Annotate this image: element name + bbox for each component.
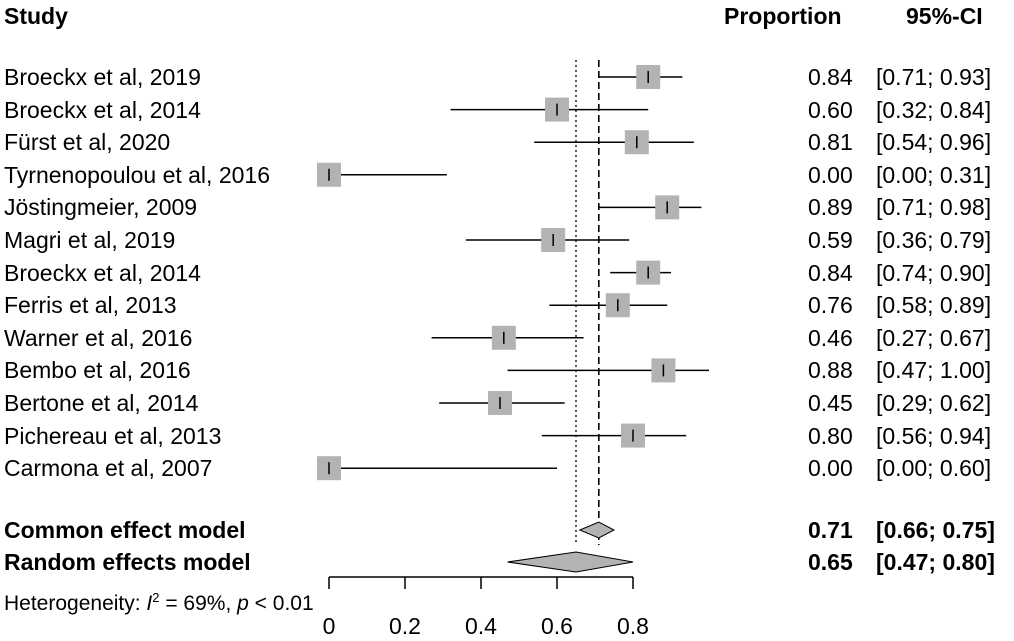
study-label: Warner et al, 2016 — [4, 324, 193, 351]
random-effects-diamond — [507, 551, 634, 573]
study-proportion: 0.76 — [808, 292, 853, 319]
study-ci: [0.47; 1.00] — [876, 357, 992, 384]
study-proportion: 0.89 — [808, 194, 853, 221]
study-ci: [0.00; 0.60] — [876, 455, 992, 482]
study-proportion: 0.80 — [808, 422, 853, 449]
study-label: Bertone et al, 2014 — [4, 390, 199, 416]
study-label: Bembo et al, 2016 — [4, 357, 191, 384]
study-ci: [0.29; 0.62] — [876, 390, 992, 416]
study-proportion: 0.00 — [808, 455, 853, 482]
study-ci: [0.56; 0.94] — [876, 422, 992, 449]
x-axis-tick-label: 0 — [322, 613, 336, 639]
study-label: Broeckx et al, 2014 — [4, 96, 201, 123]
header-ci: 95%-CI — [906, 3, 983, 29]
study-proportion: 0.81 — [808, 129, 853, 156]
header-study: Study — [4, 3, 68, 29]
heterogeneity-p-value: < 0.01 — [248, 592, 314, 615]
x-axis-tick-label: 0.6 — [541, 613, 573, 639]
study-proportion: 0.60 — [808, 96, 853, 123]
study-proportion: 0.45 — [808, 390, 853, 416]
x-axis-tick-label: 0.4 — [465, 613, 497, 639]
study-ci: [0.32; 0.84] — [876, 96, 992, 123]
study-ci: [0.27; 0.67] — [876, 324, 992, 351]
study-ci: [0.00; 0.31] — [876, 161, 992, 188]
study-label: Pichereau et al, 2013 — [4, 422, 222, 449]
study-proportion: 0.46 — [808, 324, 853, 351]
header-proportion: Proportion — [724, 3, 842, 29]
study-label: Fürst et al, 2020 — [4, 129, 171, 156]
x-axis-tick-label: 0.8 — [617, 613, 649, 639]
study-proportion: 0.00 — [808, 161, 853, 188]
study-label: Carmona et al, 2007 — [4, 455, 213, 482]
study-ci: [0.58; 0.89] — [876, 292, 992, 319]
study-label: Broeckx et al, 2019 — [4, 64, 201, 90]
heterogeneity-i-symbol: I — [146, 592, 153, 615]
common-effect-diamond — [578, 521, 616, 539]
study-label: Tyrnenopoulou et al, 2016 — [4, 161, 270, 188]
study-proportion: 0.84 — [808, 64, 853, 90]
summary-proportion: 0.71 — [808, 517, 853, 543]
summary-ci: [0.47; 0.80] — [876, 549, 995, 575]
study-ci: [0.71; 0.93] — [876, 64, 992, 90]
heterogeneity-prefix: Heterogeneity: — [4, 592, 147, 615]
summary-label: Common effect model — [4, 517, 246, 543]
summary-proportion: 0.65 — [808, 549, 853, 575]
study-label: Ferris et al, 2013 — [4, 292, 177, 319]
summary-ci: [0.66; 0.75] — [876, 517, 995, 543]
study-ci: [0.74; 0.90] — [876, 259, 992, 286]
heterogeneity-sup: 2 — [152, 590, 160, 605]
study-proportion: 0.84 — [808, 259, 853, 286]
study-label: Broeckx et al, 2014 — [4, 259, 201, 286]
study-label: Jöstingmeier, 2009 — [4, 194, 198, 221]
heterogeneity-text: Heterogeneity: I2 = 69%, p < 0.01 — [4, 586, 314, 616]
summary-label: Random effects model — [4, 549, 251, 575]
heterogeneity-i-value: = 69%, — [159, 592, 238, 615]
study-ci: [0.54; 0.96] — [876, 129, 992, 156]
study-ci: [0.36; 0.79] — [876, 227, 992, 253]
x-axis-tick-label: 0.2 — [389, 613, 421, 639]
heterogeneity-p-symbol: p — [237, 592, 249, 615]
study-proportion: 0.59 — [808, 227, 853, 253]
study-label: Magri et al, 2019 — [4, 227, 176, 253]
study-ci: [0.71; 0.98] — [876, 194, 992, 221]
study-proportion: 0.88 — [808, 357, 853, 384]
